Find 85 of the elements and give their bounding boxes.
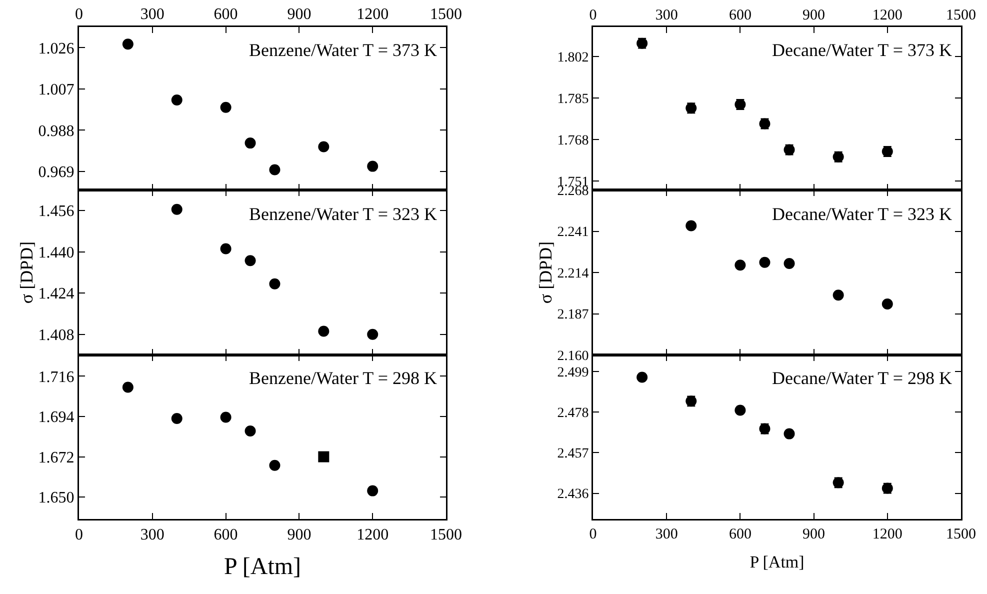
x-tick-label: 0 xyxy=(75,6,83,24)
x-tick-label: 600 xyxy=(728,526,752,542)
point xyxy=(171,204,182,215)
x-tick-label: 0 xyxy=(589,8,597,24)
y-tick-label: 0.988 xyxy=(38,122,74,140)
point xyxy=(832,290,844,301)
point xyxy=(269,460,280,471)
x-tick-label: 600 xyxy=(728,8,752,24)
point xyxy=(122,38,134,50)
text: Decane/Water T = 298 K xyxy=(772,368,952,388)
x-tick-label: 300 xyxy=(655,8,678,24)
y-tick-label: 1.672 xyxy=(38,449,74,466)
y-tick-label: 1.007 xyxy=(38,82,74,99)
y-tick-label: 2.160 xyxy=(557,348,589,364)
point xyxy=(171,413,182,424)
x-tick-label: 300 xyxy=(140,6,164,24)
text: Decane/Water T = 323 K xyxy=(772,204,952,224)
y-tick-label: 2.499 xyxy=(557,366,589,381)
point xyxy=(759,256,770,268)
text: Benzene/Water T = 298 K xyxy=(249,368,437,388)
x-tick-label: 900 xyxy=(287,6,312,24)
point xyxy=(244,255,256,266)
text: Benzene/Water T = 373 K xyxy=(249,40,437,60)
y-tick-label: 1.408 xyxy=(38,326,74,344)
x-axis-title: P [Atm] xyxy=(224,554,302,580)
x-tick-label: 600 xyxy=(214,6,238,24)
y-tick-label: 0.969 xyxy=(38,164,74,182)
y-tick-label: 1.456 xyxy=(38,203,74,220)
x-tick-label: 1200 xyxy=(356,6,389,24)
x-tick-label: 1200 xyxy=(872,526,902,542)
point xyxy=(734,260,746,271)
x-tick-label: 1200 xyxy=(872,8,902,24)
point xyxy=(220,102,232,113)
point xyxy=(244,425,256,436)
y-tick-label: 2.478 xyxy=(557,406,589,422)
x-tick-label: 900 xyxy=(802,8,826,24)
point xyxy=(318,326,330,337)
x-tick-label: 300 xyxy=(655,526,678,542)
x-tick-label: 1200 xyxy=(356,526,389,544)
y-tick-label: 2.187 xyxy=(557,308,589,323)
point xyxy=(318,141,330,152)
text: Benzene/Water T = 323 K xyxy=(249,204,437,224)
x-tick-label: 300 xyxy=(140,526,164,544)
point xyxy=(122,382,134,393)
y-axis-title: σ [DPD] xyxy=(16,241,37,304)
point xyxy=(367,328,378,340)
point xyxy=(171,94,182,106)
y-tick-label: 1.026 xyxy=(38,40,74,58)
point xyxy=(367,160,378,172)
point xyxy=(686,220,697,232)
x-tick-label: 0 xyxy=(589,526,597,542)
x-tick-label: 1500 xyxy=(430,526,462,544)
y-tick-label: 2.457 xyxy=(557,446,589,462)
point xyxy=(882,298,893,310)
y-tick-label: 2.214 xyxy=(557,266,589,282)
point xyxy=(220,243,232,254)
x-tick-label: 0 xyxy=(75,526,83,544)
y-tick-label: 1.650 xyxy=(38,490,74,507)
point xyxy=(784,428,795,440)
point xyxy=(367,485,378,496)
x-tick-label: 900 xyxy=(287,526,312,544)
x-tick-label: 1500 xyxy=(946,526,976,542)
point xyxy=(784,258,795,269)
point xyxy=(269,164,280,176)
x-axis-title: P [Atm] xyxy=(750,552,804,572)
x-tick-label: 1500 xyxy=(430,6,462,24)
point xyxy=(636,372,648,383)
y-tick-label: 1.440 xyxy=(38,244,74,262)
x-tick-label: 900 xyxy=(802,526,826,542)
y-axis-title: σ [DPD] xyxy=(536,241,556,304)
y-tick-label: 1.785 xyxy=(557,92,589,108)
x-tick-label: 1500 xyxy=(946,8,976,24)
y-tick-label: 1.716 xyxy=(38,368,74,386)
y-tick-label: 1.424 xyxy=(38,286,74,303)
y-tick-label: 1.694 xyxy=(38,409,74,426)
y-tick-label: 2.436 xyxy=(557,487,589,502)
x-tick-label: 600 xyxy=(214,526,238,544)
point xyxy=(244,138,256,149)
y-tick-label: 2.241 xyxy=(557,225,589,240)
y-tick-label: 1.768 xyxy=(557,133,589,148)
point xyxy=(318,451,330,462)
text: Decane/Water T = 373 K xyxy=(772,40,952,60)
y-tick-label: 1.802 xyxy=(557,50,589,66)
point xyxy=(220,412,232,423)
point xyxy=(269,278,280,290)
